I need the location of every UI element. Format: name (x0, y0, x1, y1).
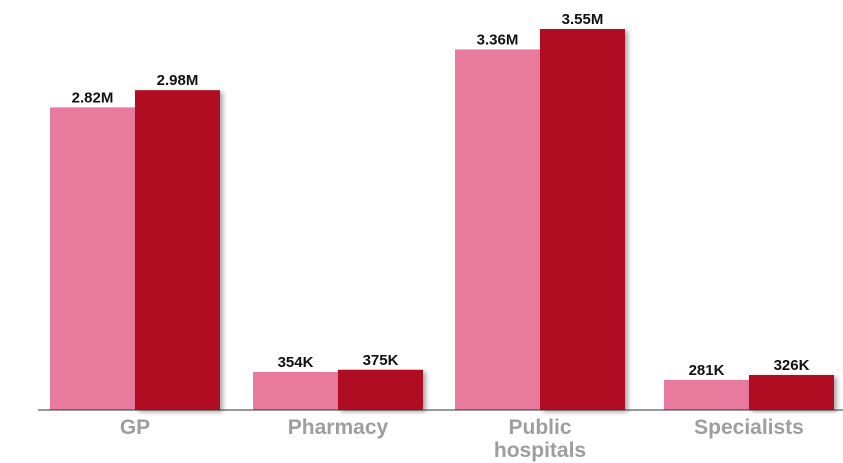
bar-series-1-cat-2 (253, 372, 338, 410)
bar-series-1-cat-4 (664, 379, 749, 410)
bar-series-2-cat-1 (135, 90, 220, 410)
bar-series-2-cat-2 (338, 369, 423, 410)
data-label-series-1-cat-3: 3.36M (477, 31, 519, 48)
data-label-series-2-cat-2: 375K (363, 352, 399, 369)
bar-series-2-cat-4 (749, 375, 834, 410)
x-tick-label-4: Specialists (694, 416, 804, 439)
x-tick-label-1: GP (120, 416, 150, 439)
data-label-series-1-cat-1: 2.82M (72, 89, 114, 106)
bars-layer (50, 29, 834, 411)
data-label-series-2-cat-1: 2.98M (157, 72, 199, 89)
x-tick-label-2: Pharmacy (288, 416, 389, 439)
data-label-series-1-cat-4: 281K (689, 362, 725, 379)
data-label-series-1-cat-2: 354K (278, 354, 314, 371)
labels-layer: 2.82M 2.98M GP 354K 375K Pharmacy 3.36M 3.55M Pu… (72, 11, 810, 462)
x-tick-label-3-line-2: hospitals (494, 439, 586, 462)
bar-series-1-cat-1 (50, 107, 135, 410)
bar-series-1-cat-3 (455, 49, 540, 411)
data-label-series-2-cat-3: 3.55M (562, 11, 604, 28)
bar-series-2-cat-3 (540, 29, 625, 410)
data-label-series-2-cat-4: 326K (774, 357, 810, 374)
x-tick-label-3-line-1: Public (508, 416, 571, 439)
